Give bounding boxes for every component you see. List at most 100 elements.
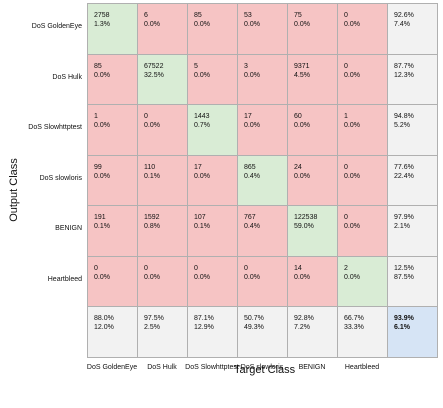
- cell-r4-c0: 191 0.1%: [87, 205, 138, 257]
- cell-r2-c3: 17 0.0%: [237, 104, 288, 156]
- row-summary-5-primary: 12.5%: [394, 264, 414, 272]
- cell-r4-c3-secondary: 0.4%: [244, 223, 260, 230]
- cell-r3-c4-text: 24 0.0%: [294, 163, 310, 181]
- cell-r3-c5: 0 0.0%: [337, 154, 388, 206]
- cell-r0-c2-text: 85 0.0%: [194, 11, 210, 29]
- col-label-0: DoS GoldenEye: [86, 363, 138, 371]
- col-summary-2: 87.1% 12.9%: [187, 306, 238, 358]
- cell-r2-c5-primary: 1: [344, 113, 348, 120]
- cell-r3-c1-primary: 110: [144, 163, 156, 171]
- cell-r1-c1: 67522 32.5%: [137, 53, 188, 105]
- y-axis-title: Output Class: [8, 158, 20, 222]
- col-summary-4-primary: 92.8%: [294, 315, 314, 322]
- cell-r0-c1: 6 0.0%: [137, 3, 188, 55]
- col-summary-1-secondary: 2.5%: [144, 324, 160, 331]
- cell-r5-c1: 0 0.0%: [137, 255, 188, 307]
- cell-r1-c3-secondary: 0.0%: [244, 71, 260, 79]
- cell-r5-c5-secondary: 0.0%: [344, 273, 360, 281]
- row-summary-4-text: 97.9% 2.1%: [394, 213, 414, 231]
- cell-r1-c2: 5 0.0%: [187, 53, 238, 105]
- cell-r5-c3-secondary: 0.0%: [244, 273, 260, 281]
- cell-r3-c5-secondary: 0.0%: [344, 172, 360, 180]
- x-axis-title: Target Class: [234, 364, 296, 376]
- overall-accuracy: 93.9% 6.1%: [387, 306, 438, 358]
- cell-r1-c4: 9371 4.5%: [287, 53, 338, 105]
- cell-r3-c3-secondary: 0.4%: [244, 172, 260, 180]
- cell-r5-c2-primary: 0: [194, 264, 198, 272]
- cell-r0-c3: 53 0.0%: [237, 3, 288, 55]
- cell-r2-c1-secondary: 0.0%: [144, 122, 160, 129]
- cell-r2-c4-text: 60 0.0%: [294, 112, 310, 130]
- col-summary-3-secondary: 49.3%: [244, 324, 264, 331]
- cell-r1-c5-text: 0 0.0%: [344, 62, 360, 80]
- row-summary-0-text: 92.6% 7.4%: [394, 11, 414, 29]
- cell-r0-c4-text: 75 0.0%: [294, 11, 310, 29]
- row-summary-3-text: 77.6% 22.4%: [394, 163, 414, 181]
- cell-r0-c3-text: 53 0.0%: [244, 11, 260, 29]
- cell-r0-c5: 0 0.0%: [337, 3, 388, 55]
- cell-r2-c3-text: 17 0.0%: [244, 112, 260, 130]
- col-summary-5-text: 66.7% 33.3%: [344, 314, 364, 332]
- cell-r0-c0: 2758 1.3%: [87, 3, 138, 55]
- cell-r5-c4: 14 0.0%: [287, 255, 338, 307]
- col-summary-2-secondary: 12.9%: [194, 324, 214, 331]
- col-summary-1-primary: 97.5%: [144, 315, 164, 322]
- cell-r2-c2-secondary: 0.7%: [194, 122, 210, 129]
- col-summary-3: 50.7% 49.3%: [237, 306, 288, 358]
- cell-r4-c3-primary: 767: [244, 214, 256, 221]
- cell-r4-c2-text: 107 0.1%: [194, 213, 210, 231]
- cell-r5-c2-secondary: 0.0%: [194, 273, 210, 281]
- col-summary-0-secondary: 12.0%: [94, 324, 114, 331]
- cell-r1-c5-secondary: 0.0%: [344, 71, 360, 79]
- cell-r2-c0: 1 0.0%: [87, 104, 138, 156]
- cell-r1-c0-secondary: 0.0%: [94, 71, 110, 79]
- cell-r5-c0-text: 0 0.0%: [94, 264, 110, 282]
- cell-r5-c1-primary: 0: [144, 264, 148, 272]
- col-label-1: DoS Hulk: [147, 363, 177, 371]
- cell-r2-c4-secondary: 0.0%: [294, 122, 310, 129]
- row-summary-5-secondary: 87.5%: [394, 273, 414, 281]
- cell-r2-c0-secondary: 0.0%: [94, 122, 110, 129]
- row-summary-3-secondary: 22.4%: [394, 172, 414, 180]
- cell-r4-c1-primary: 1592: [144, 214, 160, 221]
- row-summary-2: 94.8% 5.2%: [387, 104, 438, 156]
- cell-r2-c4-primary: 60: [294, 113, 302, 120]
- cell-r5-c3-primary: 0: [244, 264, 248, 272]
- col-label-2: DoS Slowhttptest: [185, 363, 239, 371]
- cell-r4-c1-secondary: 0.8%: [144, 223, 160, 230]
- cell-r2-c2-text: 1443 0.7%: [194, 112, 210, 130]
- cell-r0-c3-secondary: 0.0%: [244, 21, 260, 28]
- row-label-2: DoS Slowhttptest: [28, 124, 82, 131]
- cell-r5-c2: 0 0.0%: [187, 255, 238, 307]
- cell-r4-c5: 0 0.0%: [337, 205, 388, 257]
- col-label-5: Heartbleed: [344, 363, 380, 371]
- cell-r4-c0-primary: 191: [94, 214, 106, 221]
- cell-r4-c0-text: 191 0.1%: [94, 213, 110, 231]
- cell-r3-c3-primary: 865: [244, 163, 256, 171]
- cell-r5-c5: 2 0.0%: [337, 255, 388, 307]
- cell-r0-c1-primary: 6: [144, 12, 148, 19]
- row-summary-4-primary: 97.9%: [394, 214, 414, 221]
- cell-r4-c2-primary: 107: [194, 214, 206, 221]
- cell-r0-c4: 75 0.0%: [287, 3, 338, 55]
- cell-r4-c2-secondary: 0.1%: [194, 223, 210, 230]
- cell-r2-c5: 1 0.0%: [337, 104, 388, 156]
- cell-r1-c0-text: 85 0.0%: [94, 62, 110, 80]
- cell-r1-c0: 85 0.0%: [87, 53, 138, 105]
- row-summary-0: 92.6% 7.4%: [387, 3, 438, 55]
- cell-r3-c2-primary: 17: [194, 163, 202, 171]
- cell-r3-c4-primary: 24: [294, 163, 302, 171]
- cell-r5-c1-secondary: 0.0%: [144, 273, 160, 281]
- cell-r5-c5-primary: 2: [344, 264, 348, 272]
- col-label-3: DoS slowloris: [240, 363, 284, 371]
- cell-r5-c3-text: 0 0.0%: [244, 264, 260, 282]
- col-label-4: BENIGN: [298, 363, 326, 371]
- col-summary-4-text: 92.8% 7.2%: [294, 314, 314, 332]
- cell-r3-c2: 17 0.0%: [187, 154, 238, 206]
- cell-r3-c3-text: 865 0.4%: [244, 163, 260, 181]
- cell-r3-c4: 24 0.0%: [287, 154, 338, 206]
- cell-r0-c0-primary: 2758: [94, 12, 110, 19]
- col-summary-5: 66.7% 33.3%: [337, 306, 388, 358]
- row-summary-0-primary: 92.6%: [394, 12, 414, 19]
